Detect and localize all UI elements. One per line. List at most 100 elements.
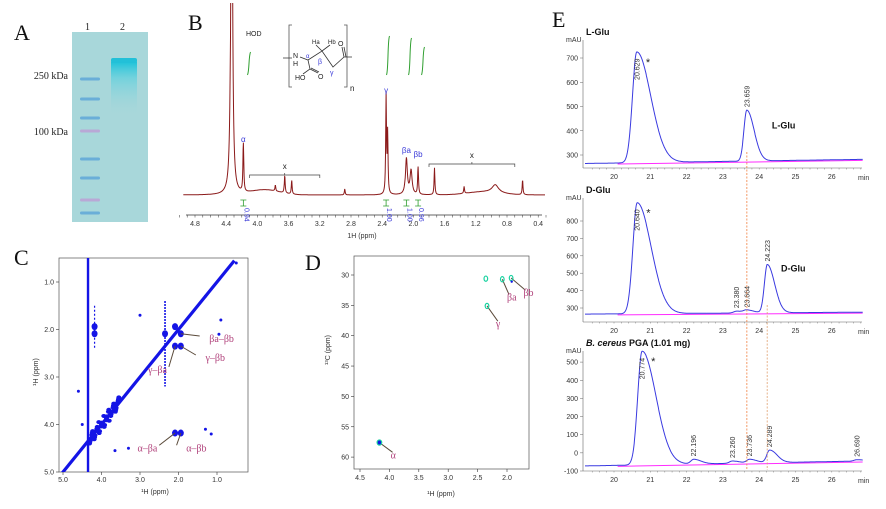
y-tick-label: 50: [341, 394, 349, 401]
structure-label-o_top: O: [338, 41, 344, 48]
y-tick-label: 40: [341, 333, 349, 340]
ladder-band: [80, 176, 100, 180]
structure-label-n_atom: N: [293, 53, 298, 60]
x-tick-label: 21: [646, 174, 654, 181]
x-tick-label: 20: [610, 477, 618, 484]
structure-label-hb: Hb: [328, 40, 336, 46]
x-tick-label: 1.2: [471, 221, 481, 228]
x-tick-label: 3.5: [414, 475, 424, 482]
structure-label-ho: HO: [295, 75, 306, 82]
retention-time-label: 20.640: [635, 209, 642, 231]
main-peak-asterisk: *: [646, 208, 651, 220]
cross-peak-label: γ–βb: [204, 353, 225, 364]
x-tick-label: 26: [828, 174, 836, 181]
y-tick-label: 35: [341, 303, 349, 310]
y-axis-label: ¹H (ppm): [33, 358, 40, 386]
structure-label-o_acid: O: [318, 74, 324, 81]
x-tick-label: 24: [755, 477, 763, 484]
panel-e-hplc: E L-Glu mAU 20 21 22 23 24 25 26 min 300 400 500 600 7…: [552, 7, 869, 485]
hsqc-peak: [483, 275, 489, 282]
x-tick-label: 20: [610, 328, 618, 335]
panel-label-e: E: [552, 7, 565, 32]
chromatogram-title: L-Glu: [586, 27, 610, 37]
x-tick-label: 23: [719, 477, 727, 484]
title-text: D-Glu: [586, 185, 611, 195]
annotation-leader: [168, 345, 176, 368]
hsqc-peak-label: βb: [523, 288, 533, 299]
hsqc-peak: [484, 302, 490, 310]
sample-band: [111, 58, 137, 63]
retention-time-label: 24.223: [765, 240, 772, 262]
chromatogram-title: D-Glu: [586, 185, 611, 195]
contour-dot: [234, 261, 238, 265]
panel-label-b: B: [188, 10, 203, 35]
y-tick-label: 300: [566, 153, 578, 160]
nmr-spectrum-trace: [183, 3, 545, 196]
y-tick-label: 4.0: [44, 422, 54, 429]
hsqc-peak-label: βa: [507, 292, 517, 303]
ladder-band: [80, 97, 100, 101]
x-tick-label: 25: [792, 328, 800, 335]
y-tick-label: -100: [564, 469, 578, 476]
x-tick-label: 24: [755, 174, 763, 181]
x-unit-label: min: [858, 478, 869, 485]
peak-label: α: [241, 135, 246, 144]
spectrum-group: [183, 3, 545, 196]
lane-label-1: 1: [85, 22, 90, 33]
integral-marker: [383, 199, 390, 207]
x-tick-label: 4.0: [253, 221, 263, 228]
annotation-leader: [486, 305, 499, 322]
structure-label-h_atom: H: [293, 61, 298, 68]
contour-dot: [219, 318, 223, 322]
hod-label: HOD: [246, 31, 262, 38]
x-tick-label: 22: [683, 174, 691, 181]
y-tick-label: 300: [566, 396, 578, 403]
title-text: L-Glu: [586, 27, 610, 37]
contour-dot: [80, 423, 84, 426]
retention-time-label: 26.690: [854, 435, 861, 457]
contour-dot: [138, 313, 142, 317]
x-tick-label: 2.8: [346, 221, 356, 228]
panel-label-d: D: [305, 250, 321, 275]
contour-blob: [91, 437, 97, 442]
x-tick-label: 4.4: [221, 221, 231, 228]
contour-blob: [98, 424, 104, 429]
x-axis-label: ¹H (ppm): [427, 491, 455, 498]
x-tick-label: 3.2: [315, 221, 325, 228]
integral-marker: [415, 199, 422, 207]
integral-value: 0.96: [417, 208, 424, 222]
x-tick-label: 23: [719, 174, 727, 181]
contour-blob: [112, 409, 118, 414]
retention-time-label: 24.289: [767, 426, 774, 448]
retention-time-label: 23.380: [734, 287, 741, 309]
panel-b-1h-nmr: B HOD 4.8 4.4 4.0 3.6 3.2 2.8 2.4 2.0 1.6 1.2 0.8 0…: [179, 3, 547, 240]
chromatogram-2: D-Glu mAU 20 21 22 23 24 25 26 min 300 400 500 600 700…: [566, 185, 869, 336]
cross-peak: [172, 323, 179, 331]
lane-label-2: 2: [120, 22, 125, 33]
structure-bonds: [283, 44, 352, 75]
x-tick-label: 25: [792, 174, 800, 181]
y-tick-label: 60: [341, 455, 349, 462]
y-tick-label: 5.0: [44, 470, 54, 477]
integral-marker: [240, 199, 247, 207]
contour-blob: [96, 420, 102, 425]
chromatogram-trace: [585, 202, 863, 315]
chromatogram-trace: [585, 350, 863, 467]
y-unit-label: mAU: [566, 348, 582, 355]
y-tick-label: 2.0: [44, 327, 54, 334]
y-tick-label: 400: [566, 378, 578, 385]
contour-blob: [89, 432, 95, 437]
x-tick-label: 21: [646, 477, 654, 484]
x-unit-label: min: [858, 329, 869, 336]
y-unit-label: mAU: [566, 195, 582, 202]
y-tick-label: 500: [566, 104, 578, 111]
contour-blob: [87, 441, 93, 446]
contour-blob: [108, 413, 114, 418]
structure-label-repeat: n: [350, 84, 354, 93]
y-tick-label: 500: [566, 271, 578, 278]
peak-label: γ: [384, 86, 388, 95]
x-tick-label: 22: [683, 328, 691, 335]
title-text: PGA (1.01 mg): [627, 338, 691, 348]
